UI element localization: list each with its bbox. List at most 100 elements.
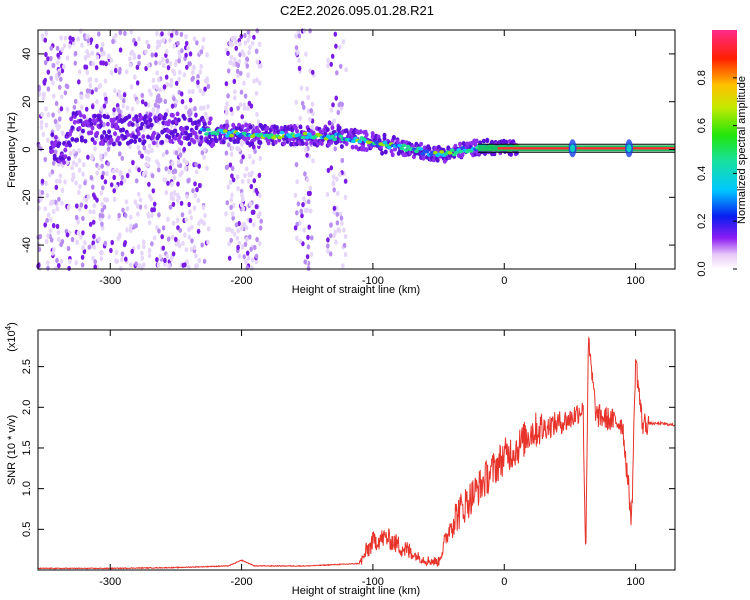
noise-speck (194, 161, 198, 168)
noise-speck (310, 101, 315, 107)
noise-speck (91, 184, 95, 190)
noise-speck (114, 258, 118, 264)
ridge-speck (81, 128, 85, 134)
ridge-speck (79, 137, 84, 143)
noise-speck (75, 239, 79, 245)
ridge-speck (105, 114, 110, 120)
noise-speck (225, 119, 229, 125)
noise-speck (206, 239, 210, 245)
noise-speck (147, 181, 151, 187)
noise-speck (45, 192, 50, 199)
noise-speck (60, 239, 65, 245)
ridge-speck (309, 140, 314, 145)
ridge-speck (66, 156, 71, 161)
noise-speck (129, 262, 133, 268)
noise-speck (306, 190, 311, 197)
noise-speck (68, 258, 72, 264)
noise-speck (205, 52, 209, 58)
noise-speck (224, 150, 229, 156)
noise-speck (196, 79, 200, 85)
ridge-speck (156, 133, 161, 139)
noise-speck (257, 80, 262, 86)
ridge-core (418, 147, 424, 151)
noise-speck (72, 104, 77, 110)
ridge-speck (63, 154, 68, 160)
noise-speck (94, 65, 99, 71)
ridge-speck (102, 113, 107, 119)
noise-speck (99, 46, 104, 53)
noise-speck (156, 262, 161, 268)
noise-speck (123, 240, 127, 246)
noise-speck (64, 83, 69, 89)
noise-speck (298, 238, 303, 244)
noise-speck (197, 163, 201, 169)
noise-speck (76, 219, 80, 225)
noise-speck (125, 105, 130, 111)
noise-speck (302, 196, 306, 202)
noise-speck (105, 197, 110, 203)
noise-speck (188, 97, 193, 103)
noise-speck (154, 52, 158, 58)
ridge-speck (97, 116, 102, 122)
noise-speck (74, 180, 78, 186)
noise-speck (226, 68, 231, 74)
noise-speck (298, 115, 303, 121)
noise-speck (244, 166, 249, 172)
noise-speck (109, 57, 114, 63)
colorbar-tick-label: 0.6 (696, 118, 708, 133)
snr-y-scale: (x104) (4, 322, 18, 352)
noise-speck (225, 110, 229, 116)
noise-speck (149, 196, 154, 202)
noise-speck (130, 248, 134, 254)
ridge-speck (130, 122, 135, 127)
noise-speck (184, 104, 188, 110)
noise-speck (91, 219, 96, 225)
noise-speck (205, 165, 209, 171)
noise-speck (236, 105, 240, 111)
noise-speck (162, 177, 166, 183)
ridge-core (357, 139, 363, 144)
noise-speck (129, 84, 134, 90)
noise-speck (242, 221, 247, 227)
noise-speck (93, 259, 97, 265)
noise-speck (201, 204, 206, 211)
noise-speck (308, 208, 313, 214)
noise-speck (98, 212, 103, 218)
noise-speck (51, 80, 55, 86)
noise-speck (201, 90, 206, 96)
noise-speck (247, 50, 251, 56)
noise-speck (92, 192, 96, 198)
ridge-speck (266, 140, 271, 146)
ridge-core (414, 149, 419, 154)
noise-speck (189, 215, 194, 221)
noise-speck (104, 151, 108, 157)
noise-speck (49, 217, 53, 223)
noise-speck (84, 54, 88, 61)
ridge-speck (427, 146, 432, 152)
svg-text:(x104): (x104) (4, 322, 18, 352)
noise-speck (85, 49, 89, 55)
ridge-speck (102, 130, 107, 135)
noise-speck (84, 106, 89, 112)
noise-speck (242, 80, 246, 86)
ridge-speck (127, 114, 132, 119)
noise-speck (137, 150, 142, 156)
noise-speck (295, 210, 299, 216)
noise-speck (257, 63, 262, 69)
ridge-speck (481, 138, 486, 144)
ridge-core (225, 134, 230, 138)
noise-speck (117, 89, 122, 95)
noise-speck (343, 251, 348, 258)
noise-speck (258, 225, 263, 231)
noise-speck (137, 167, 141, 173)
ridge-core (401, 143, 407, 148)
ridge-speck (70, 125, 75, 131)
noise-speck (294, 33, 298, 39)
noise-speck (192, 244, 197, 251)
noise-speck (88, 221, 93, 227)
noise-speck (340, 157, 345, 164)
noise-speck (119, 94, 124, 101)
ridge-core (222, 129, 228, 133)
noise-speck (104, 61, 108, 67)
y-tick-label: 40 (21, 48, 33, 60)
